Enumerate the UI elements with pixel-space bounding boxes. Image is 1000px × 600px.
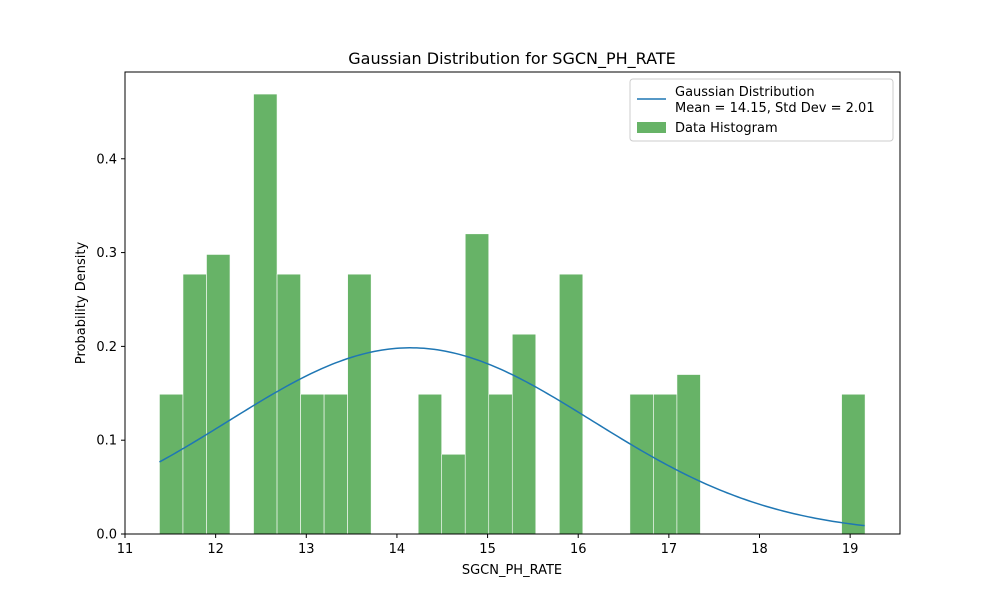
histogram-bar [206,254,231,535]
x-tick-label: 16 [570,542,587,557]
gaussian-curve [159,347,865,527]
chart-title: Gaussian Distribution for SGCN_PH_RATE [348,49,675,69]
x-tick-label: 14 [389,542,406,557]
x-tick-label: 19 [842,542,859,557]
x-axis-ticks: 11 12 13 14 15 16 17 18 19 [117,534,859,557]
x-tick-label: 13 [298,542,315,557]
histogram-bar [464,233,490,535]
y-tick-label: 0.0 [96,528,117,543]
histogram-bar [300,393,325,535]
x-tick-label: 12 [207,542,224,557]
x-tick-label: 15 [479,542,496,557]
x-tick-label: 18 [751,542,768,557]
histogram-bar [841,393,866,535]
y-axis-label: Probability Density [74,242,89,365]
histogram-bar [347,273,372,535]
y-tick-label: 0.3 [96,246,117,261]
histogram-bar [276,273,301,535]
histogram-bar [511,333,537,535]
histogram-bar [559,273,584,535]
histogram-bar [253,93,278,535]
histogram-bar [629,393,654,535]
y-tick-label: 0.2 [96,340,117,355]
histogram-bar [159,393,184,535]
histogram-bars [159,93,866,535]
y-tick-label: 0.1 [96,434,117,449]
histogram-bar [488,393,513,535]
y-axis-ticks: 0.0 0.1 0.2 0.3 0.4 [96,152,125,543]
histogram-bar [417,393,443,535]
plot-frame [124,71,901,535]
y-tick-label: 0.4 [96,152,117,167]
histogram-bar [441,453,466,535]
histogram-bar [182,273,207,535]
legend-box [629,78,894,142]
histogram-bar [676,374,701,535]
x-tick-label: 11 [117,542,134,557]
legend-gaussian-label: Gaussian Distribution [675,85,815,100]
histogram-bar [323,393,348,535]
legend-histogram-label: Data Histogram [675,121,778,136]
x-tick-label: 17 [661,542,678,557]
x-axis-label: SGCN_PH_RATE [462,563,562,578]
legend: Gaussian Distribution Mean = 14.15, Std … [629,78,894,142]
legend-gaussian-stats: Mean = 14.15, Std Dev = 2.01 [675,101,875,116]
legend-histogram-swatch [637,122,666,133]
